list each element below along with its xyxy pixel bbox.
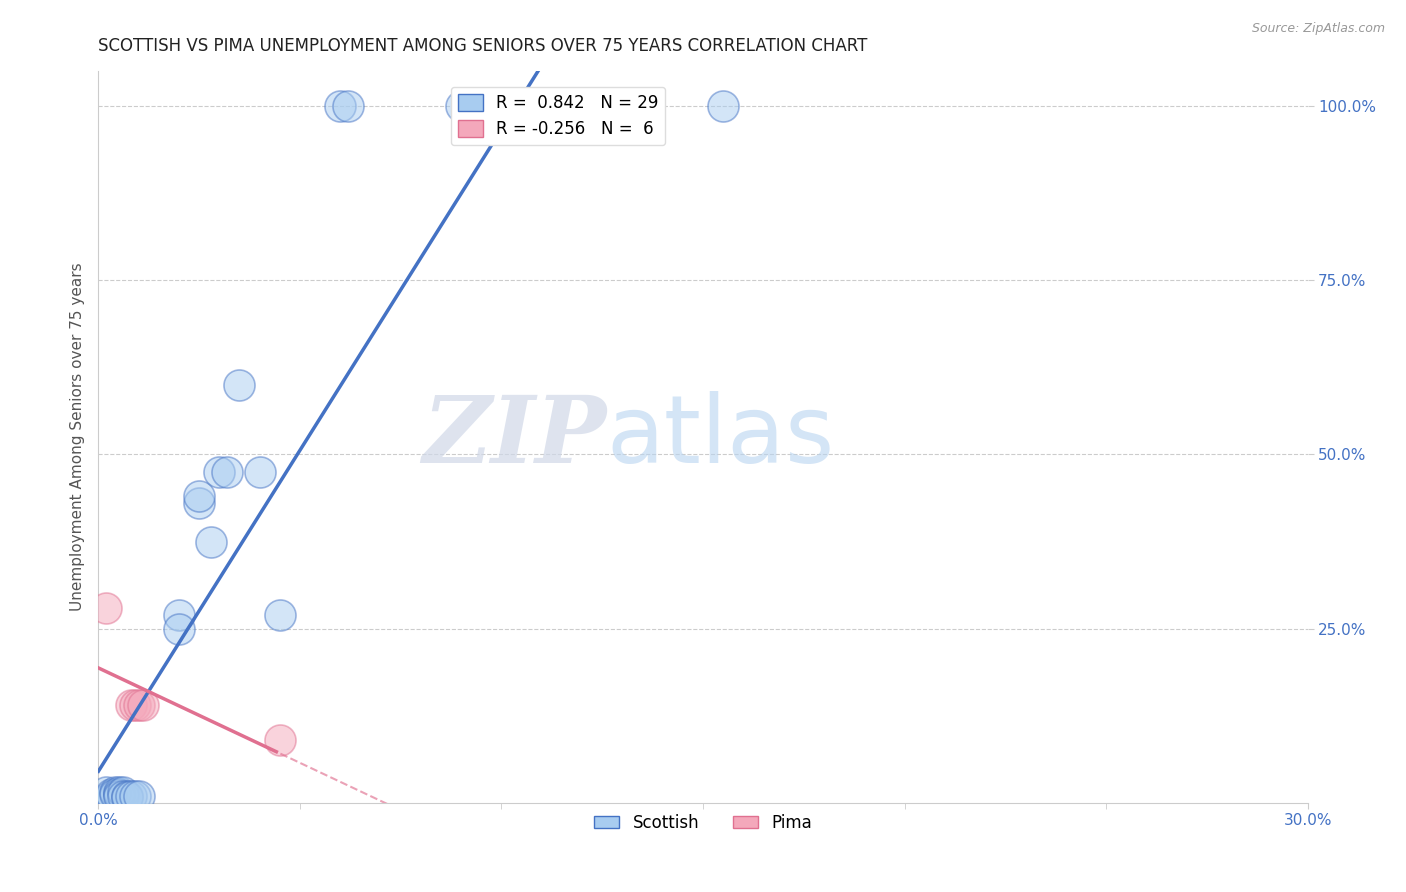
Point [450,99,472,113]
Point [128,698,150,713]
Point [103,788,125,802]
Point [208,465,231,479]
Point [228,377,250,392]
Point [107,788,129,802]
Point [115,789,138,803]
Point [111,789,134,803]
Text: SCOTTISH VS PIMA UNEMPLOYMENT AMONG SENIORS OVER 75 YEARS CORRELATION CHART: SCOTTISH VS PIMA UNEMPLOYMENT AMONG SENI… [98,37,868,54]
Point [124,789,146,803]
Point [269,607,291,622]
Point [111,785,134,799]
Point [115,790,138,805]
Point [103,785,125,799]
Point [337,99,360,113]
Point [107,789,129,803]
Point [96,600,118,615]
Point [96,785,118,799]
Point [217,465,239,479]
Point [249,465,271,479]
Point [107,785,129,799]
Point [200,534,222,549]
Point [188,489,211,503]
Text: Source: ZipAtlas.com: Source: ZipAtlas.com [1251,22,1385,36]
Point [167,622,190,636]
Point [711,99,734,113]
Text: ZIP: ZIP [422,392,606,482]
Point [132,698,155,713]
Point [120,789,142,803]
Point [188,496,211,510]
Point [120,698,142,713]
Point [167,607,190,622]
Point [329,99,352,113]
Legend: Scottish, Pima: Scottish, Pima [588,807,818,838]
Point [124,698,146,713]
Y-axis label: Unemployment Among Seniors over 75 years: Unemployment Among Seniors over 75 years [69,263,84,611]
Point [128,789,150,803]
Point [100,789,122,803]
Point [269,733,291,747]
Point [100,788,122,802]
Text: atlas: atlas [606,391,835,483]
